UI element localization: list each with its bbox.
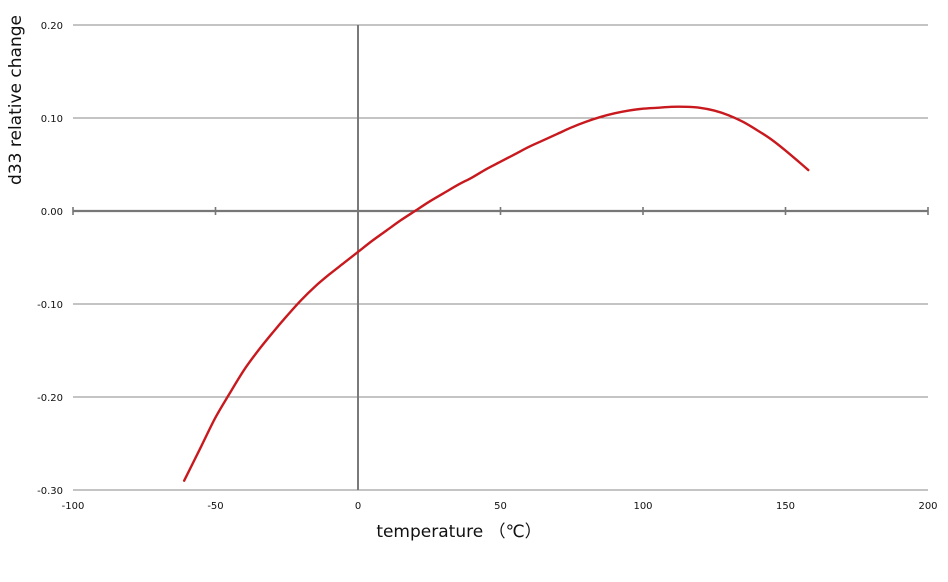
series [182, 105, 810, 482]
x-tick-label: -100 [62, 501, 85, 512]
y-tick-label: -0.20 [37, 393, 63, 404]
x-tick-label: -50 [207, 501, 223, 512]
y-tick-label: -0.10 [37, 300, 63, 311]
y-tick-label: -0.30 [37, 486, 63, 497]
x-tick-label: 100 [633, 501, 652, 512]
y-tick-label: 0.00 [41, 207, 63, 218]
x-axis-title: temperature （℃） [376, 522, 541, 542]
series-line [182, 105, 810, 482]
y-tick-label: 0.20 [41, 21, 63, 32]
x-tick-label: 50 [494, 501, 507, 512]
x-tick-label: 200 [918, 501, 937, 512]
x-tick-label: 0 [355, 501, 361, 512]
gridlines [73, 24, 928, 491]
y-axis-title: d33 relative change [6, 15, 26, 185]
tick-labels: -0.30 -0.20 -0.10 0.00 0.10 0.20 -100 -50 0 50 100… [37, 21, 937, 512]
y-tick-label: 0.10 [41, 114, 63, 125]
axes [72, 25, 929, 490]
x-tick-label: 150 [776, 501, 795, 512]
